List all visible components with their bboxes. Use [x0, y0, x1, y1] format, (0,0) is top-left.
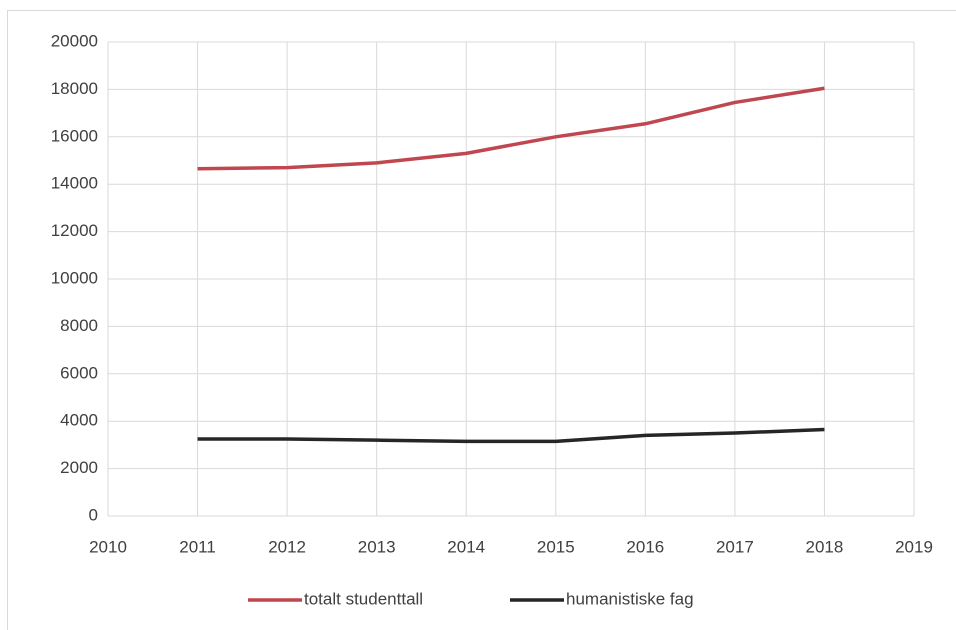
- x-tick-label: 2010: [89, 537, 127, 556]
- x-tick-label: 2016: [626, 537, 664, 556]
- y-tick-label: 6000: [60, 363, 98, 382]
- chart-frame: [7, 10, 956, 630]
- legend-label: totalt studenttall: [304, 589, 423, 608]
- y-tick-label: 12000: [51, 221, 98, 240]
- x-tick-label: 2017: [716, 537, 754, 556]
- x-tick-label: 2018: [806, 537, 844, 556]
- x-tick-label: 2013: [358, 537, 396, 556]
- series-line: [197, 86, 825, 171]
- series-line: [197, 427, 825, 444]
- y-tick-label: 20000: [51, 31, 98, 50]
- y-tick-label: 4000: [60, 411, 98, 430]
- y-tick-label: 18000: [51, 79, 98, 98]
- y-tick-label: 10000: [51, 268, 98, 287]
- x-tick-label: 2012: [268, 537, 306, 556]
- y-tick-label: 0: [89, 505, 98, 524]
- y-tick-label: 16000: [51, 126, 98, 145]
- x-tick-label: 2019: [895, 537, 933, 556]
- x-tick-label: 2014: [447, 537, 485, 556]
- y-tick-label: 2000: [60, 458, 98, 477]
- x-tick-label: 2011: [179, 537, 216, 556]
- legend-label: humanistiske fag: [566, 589, 694, 608]
- x-tick-label: 2015: [537, 537, 575, 556]
- y-tick-label: 8000: [60, 316, 98, 335]
- y-tick-label: 14000: [51, 174, 98, 193]
